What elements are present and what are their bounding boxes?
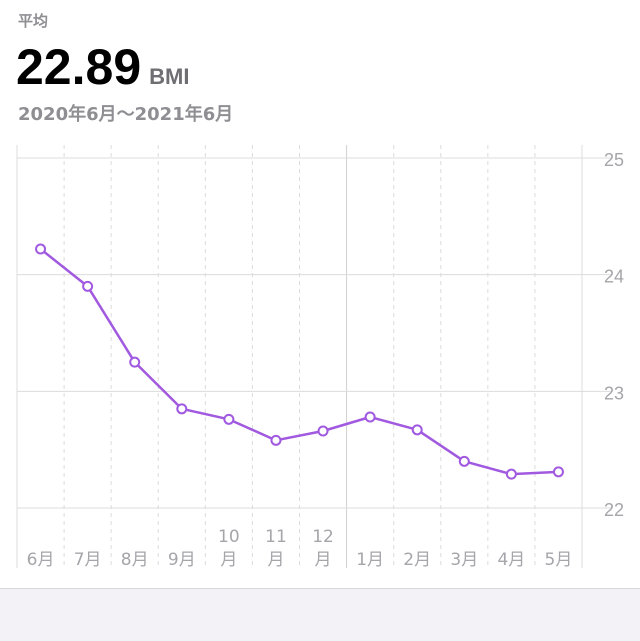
y-tick-label: 23: [604, 383, 624, 403]
bottom-bar: [0, 588, 640, 641]
data-point[interactable]: [317, 425, 329, 437]
data-point[interactable]: [364, 411, 376, 423]
x-tick-label: 3月: [450, 550, 478, 570]
x-tick-label: 7月: [74, 550, 102, 570]
data-point[interactable]: [458, 455, 470, 467]
data-point[interactable]: [270, 434, 282, 446]
x-tick-label: 月: [315, 550, 332, 570]
x-tick-label: 2月: [403, 550, 431, 570]
x-tick-label: 6月: [27, 550, 55, 570]
x-tick-label: 12: [312, 527, 334, 547]
average-label: 平均: [18, 12, 49, 30]
data-point[interactable]: [176, 403, 188, 415]
average-unit: BMI: [149, 64, 190, 89]
bmi-series-line: [39, 247, 560, 476]
x-tick-label: 4月: [497, 550, 525, 570]
y-tick-label: 22: [604, 500, 624, 520]
y-tick-label: 24: [604, 267, 624, 287]
x-tick-label: 8月: [121, 550, 149, 570]
data-point[interactable]: [129, 356, 141, 368]
x-tick-label: 10: [218, 527, 240, 547]
data-point[interactable]: [552, 466, 564, 478]
average-value: 22.89: [16, 39, 142, 95]
average-value-row: 22.89 BMI: [16, 38, 189, 96]
x-tick-label: 月: [267, 550, 284, 570]
x-tick-label: 9月: [168, 550, 196, 570]
data-point[interactable]: [223, 413, 235, 425]
data-point[interactable]: [35, 243, 47, 255]
y-tick-label: 25: [604, 150, 624, 170]
x-tick-label: 11: [265, 527, 287, 547]
x-tick-label: 5月: [545, 550, 573, 570]
date-range: 2020年6月〜2021年6月: [18, 104, 234, 125]
data-point[interactable]: [411, 424, 423, 436]
x-tick-label: 1月: [356, 550, 384, 570]
x-tick-label: 月: [220, 550, 237, 570]
data-point[interactable]: [505, 468, 517, 480]
data-point[interactable]: [82, 280, 94, 292]
